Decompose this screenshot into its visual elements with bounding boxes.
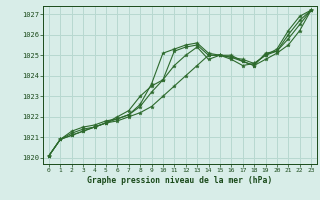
X-axis label: Graphe pression niveau de la mer (hPa): Graphe pression niveau de la mer (hPa) <box>87 176 273 185</box>
